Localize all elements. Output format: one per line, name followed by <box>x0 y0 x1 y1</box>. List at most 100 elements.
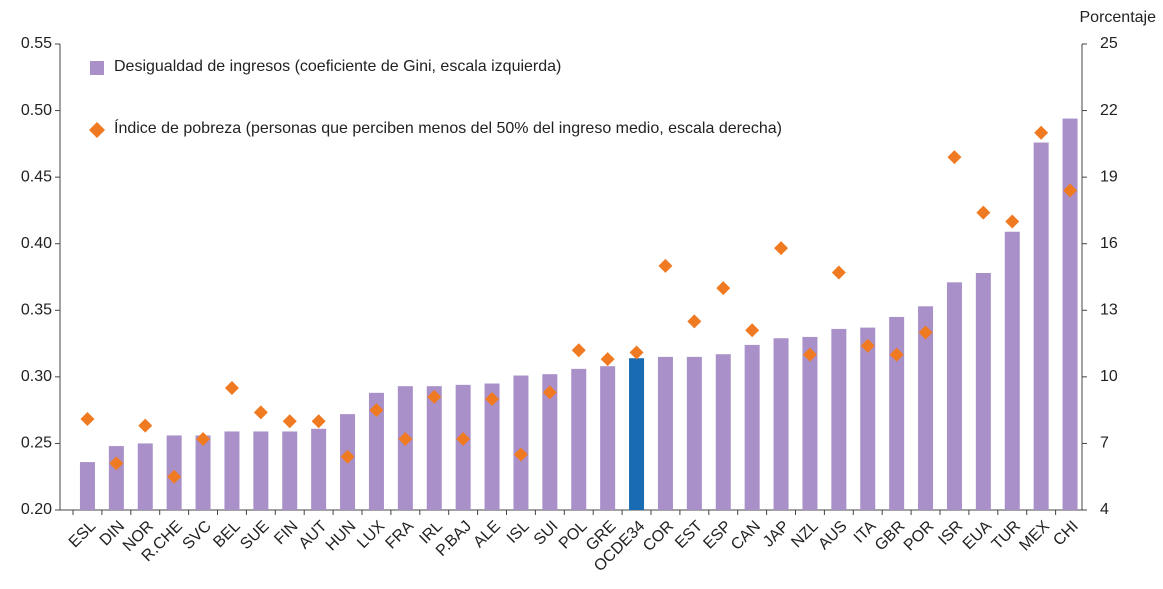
x-tick-label: FRA <box>383 518 418 553</box>
legend-swatch <box>89 122 105 138</box>
x-tick-label: LUX <box>354 518 388 552</box>
bar <box>195 435 211 510</box>
x-tick-label: NZL <box>788 518 821 551</box>
bar <box>600 366 616 510</box>
bar <box>657 356 673 510</box>
legend-swatch <box>90 61 104 75</box>
y-tick-label: 0.25 <box>21 435 52 452</box>
x-tick-label: BEL <box>210 518 243 551</box>
bar <box>455 384 471 510</box>
x-tick-label: POR <box>901 518 938 555</box>
diamond-marker <box>196 431 211 446</box>
bar <box>773 338 789 510</box>
legend-label: Índice de pobreza (personas que perciben… <box>114 120 782 137</box>
bar <box>686 356 702 510</box>
bar <box>918 306 934 510</box>
bar <box>484 383 500 510</box>
diamond-marker <box>947 150 962 165</box>
bar <box>108 446 124 510</box>
diamond-marker <box>485 392 500 407</box>
x-tick-label: AUS <box>815 518 850 553</box>
y2-tick-label: 7 <box>1100 435 1109 452</box>
diamond-marker <box>600 352 615 367</box>
bar <box>715 354 731 510</box>
bar <box>1033 142 1049 511</box>
y-tick-label: 0.45 <box>21 168 52 185</box>
x-tick-label: ESP <box>700 518 735 553</box>
bar <box>542 374 558 510</box>
diamond-marker <box>456 431 471 446</box>
bar <box>1004 231 1020 510</box>
diamond-marker <box>571 343 586 358</box>
y-tick-label: 0.55 <box>21 35 52 52</box>
bar <box>802 336 818 510</box>
diamond-marker <box>629 345 644 360</box>
diamond-marker <box>398 431 413 446</box>
diamond-marker <box>889 347 904 362</box>
bar <box>513 375 529 510</box>
bar <box>744 344 760 510</box>
legend-label: Desigualdad de ingresos (coeficiente de … <box>114 58 562 75</box>
bar <box>224 431 240 510</box>
diamond-marker <box>340 449 355 464</box>
x-tick-label: TUR <box>989 518 1024 553</box>
x-tick-label: SUI <box>531 518 562 549</box>
diamond-marker <box>860 338 875 353</box>
diamond-marker <box>311 414 326 429</box>
diamond-marker <box>167 469 182 484</box>
diamond-marker <box>138 418 153 433</box>
diamond-marker <box>716 281 731 296</box>
diamond-marker <box>109 456 124 471</box>
y-tick-label: 0.40 <box>21 235 52 252</box>
diamond-marker <box>802 347 817 362</box>
x-tick-label: CHI <box>1050 518 1082 550</box>
x-tick-label: EST <box>672 518 706 552</box>
bar <box>311 428 327 510</box>
y2-tick-label: 25 <box>1100 35 1118 52</box>
legend-entry: Índice de pobreza (personas que perciben… <box>114 120 782 137</box>
bar <box>629 358 645 510</box>
diamond-marker <box>253 405 268 420</box>
x-tick-label: ISL <box>504 518 533 547</box>
y2-tick-label: 22 <box>1100 102 1118 119</box>
bar <box>831 328 847 510</box>
diamond-marker <box>831 265 846 280</box>
bar <box>946 282 962 510</box>
diamond-marker <box>774 241 789 256</box>
y2-tick-label: 13 <box>1100 302 1118 319</box>
diamond-marker <box>658 258 673 273</box>
y2-tick-label: 10 <box>1100 368 1118 385</box>
x-tick-label: COR <box>640 518 677 555</box>
x-tick-label: FIN <box>271 518 301 548</box>
bar <box>571 368 587 510</box>
bar <box>282 431 298 510</box>
diamond-marker <box>1063 183 1078 198</box>
diamond-marker <box>282 414 297 429</box>
diamond-marker <box>80 412 95 427</box>
y-tick-label: 0.20 <box>21 501 52 518</box>
x-tick-label: HUN <box>323 518 360 555</box>
x-tick-label: SUE <box>237 518 272 553</box>
bar <box>79 462 95 510</box>
y2-axis-label: Porcentaje <box>1080 9 1157 26</box>
x-tick-label: ESL <box>66 518 99 551</box>
diamond-marker <box>1005 214 1020 229</box>
y-tick-label: 0.30 <box>21 368 52 385</box>
diamond-marker <box>427 389 442 404</box>
y2-tick-label: 4 <box>1100 501 1109 518</box>
bar <box>368 392 384 510</box>
x-tick-label: EUA <box>960 518 996 554</box>
diamond-marker <box>745 323 760 338</box>
x-tick-label: MEX <box>1016 518 1053 555</box>
x-tick-label: GBR <box>872 518 909 555</box>
x-tick-label: ALE <box>470 518 503 551</box>
diamond-marker <box>1034 125 1049 140</box>
diamond-marker <box>687 314 702 329</box>
bar <box>426 386 442 510</box>
diamond-marker <box>918 325 933 340</box>
bar <box>397 386 413 510</box>
bar <box>253 431 269 510</box>
diamond-marker <box>369 403 384 418</box>
x-tick-label: CAN <box>728 518 764 554</box>
